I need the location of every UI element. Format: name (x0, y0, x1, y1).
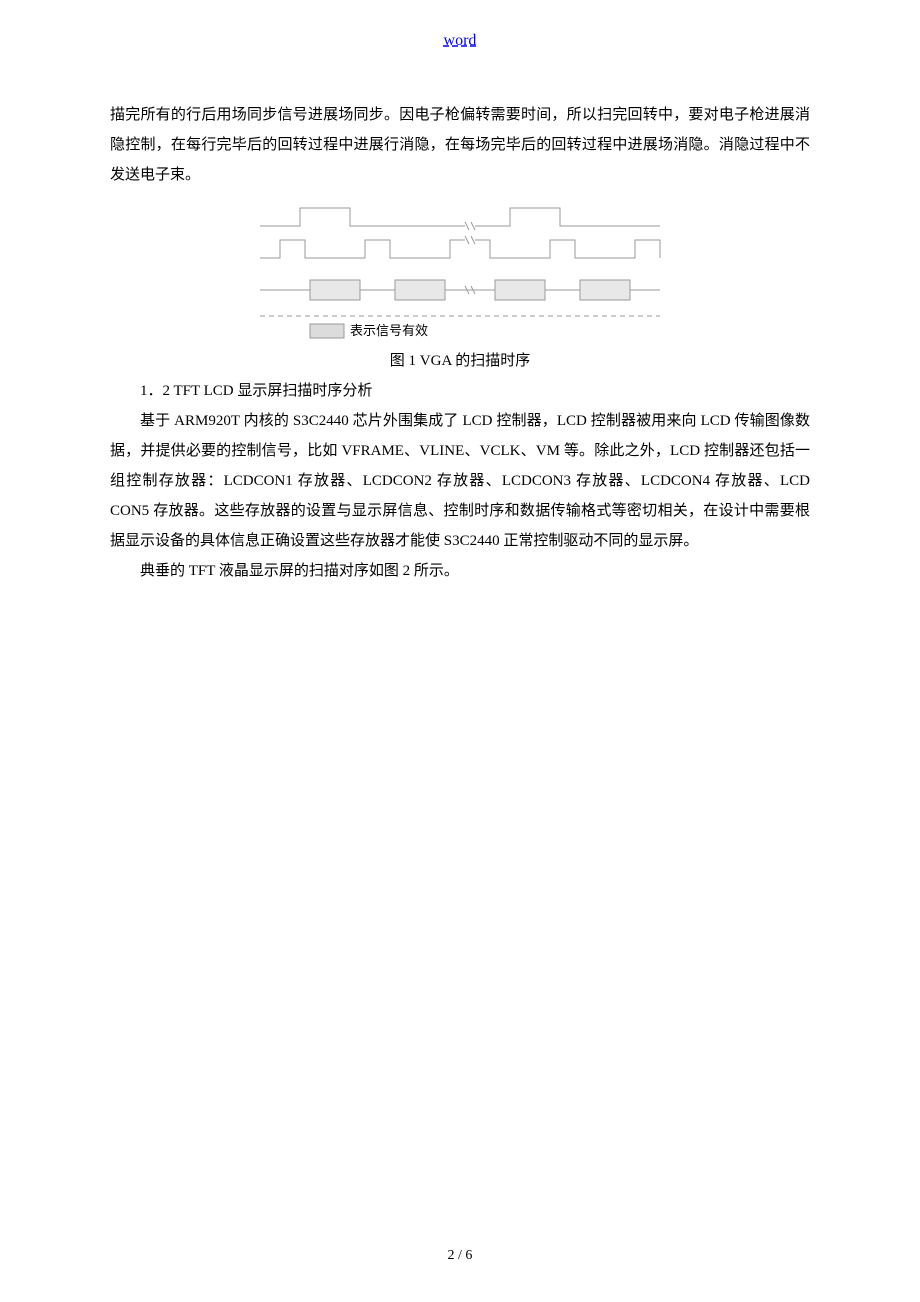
page-header: word (110, 32, 810, 50)
figure-caption-1: 图 1 VGA 的扫描时序 (110, 346, 810, 376)
section-1-2-title: 1．2 TFT LCD 显示屏扫描时序分析 (110, 376, 810, 406)
paragraph-lcd-controller: 基于 ARM920T 内核的 S3C2440 芯片外围集成了 LCD 控制器，L… (110, 406, 810, 556)
paragraph-tft-ref: 典垂的 TFT 液晶显示屏的扫描对序如图 2 所示。 (110, 556, 810, 586)
vga-timing-svg: 表示信号有效 (250, 202, 670, 342)
page-content: word 描完所有的行后用场同步信号进展场同步。因电子枪偏转需要时间，所以扫完回… (0, 0, 920, 586)
header-title: word (444, 32, 477, 49)
page-number: 2 / 6 (448, 1248, 473, 1263)
page-footer: 2 / 6 (0, 1248, 920, 1264)
legend-text: 表示信号有效 (350, 323, 428, 338)
paragraph-intro: 描完所有的行后用场同步信号进展场同步。因电子枪偏转需要时间，所以扫完回转中，要对… (110, 100, 810, 190)
timing-diagram: 表示信号有效 (250, 202, 670, 342)
